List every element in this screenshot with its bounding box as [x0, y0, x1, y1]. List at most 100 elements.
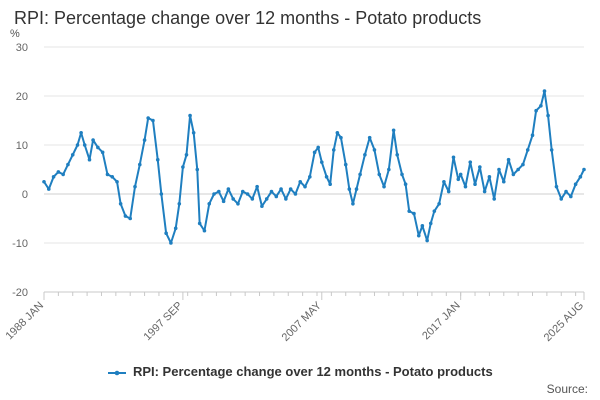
chart-title: RPI: Percentage change over 12 months - …: [14, 8, 482, 28]
data-point: [412, 211, 416, 216]
data-point: [133, 184, 137, 189]
data-point: [269, 189, 274, 194]
data-point: [250, 197, 255, 201]
data-point: [516, 167, 520, 172]
data-point: [482, 189, 487, 194]
data-point: [70, 153, 75, 157]
data-point: [387, 167, 391, 172]
data-point: [195, 167, 200, 172]
data-point: [478, 165, 482, 169]
chart-legend[interactable]: RPI: Percentage change over 12 months - …: [0, 364, 600, 379]
data-point: [42, 179, 46, 184]
y-tick-label: -20: [12, 287, 28, 299]
data-point: [367, 135, 372, 140]
y-tick-label: 10: [16, 140, 28, 152]
data-point: [279, 187, 283, 191]
data-point: [347, 187, 352, 191]
data-point: [420, 224, 425, 228]
x-tick-label: 2025 AUG: [542, 300, 586, 344]
y-tick-label: 0: [22, 189, 28, 201]
data-point: [521, 162, 525, 167]
data-point: [487, 175, 492, 179]
data-point: [260, 204, 264, 209]
data-point: [312, 150, 317, 155]
data-point: [245, 192, 250, 196]
data-point: [582, 167, 586, 172]
data-point: [142, 138, 147, 142]
data-point: [578, 175, 583, 179]
data-point: [473, 182, 477, 186]
y-tick-label: 20: [16, 91, 28, 103]
data-point: [432, 209, 437, 213]
data-point: [202, 228, 207, 233]
data-point: [468, 160, 473, 164]
data-point: [264, 197, 269, 201]
data-point: [293, 192, 298, 196]
x-tick-label: 1997 SEP: [141, 300, 185, 344]
x-tick-label: 2007 MAY: [280, 299, 325, 344]
data-point: [549, 148, 554, 152]
data-point: [534, 108, 538, 113]
data-point: [288, 187, 293, 191]
data-point: [177, 202, 182, 206]
data-point: [303, 184, 307, 189]
data-point: [382, 184, 386, 189]
data-point: [298, 179, 303, 184]
data-point: [358, 172, 362, 177]
data-point: [46, 187, 51, 191]
data-point: [492, 197, 496, 201]
data-point: [328, 182, 332, 186]
data-point: [284, 197, 288, 201]
y-tick-label: -10: [12, 238, 28, 250]
data-point: [118, 202, 123, 206]
data-point: [400, 172, 404, 177]
data-point: [530, 133, 535, 137]
data-point: [236, 202, 240, 206]
data-point: [184, 153, 189, 157]
x-tick-label: 2017 JAN: [420, 300, 463, 343]
data-point: [339, 135, 343, 140]
source-label: Source:: [546, 382, 588, 396]
legend-label: RPI: Percentage change over 12 months - …: [132, 364, 493, 379]
data-point: [87, 157, 92, 162]
data-point: [51, 175, 56, 179]
data-point: [207, 202, 212, 206]
series-line: [43, 90, 585, 244]
data-point: [343, 162, 348, 167]
data-point: [559, 197, 564, 201]
data-point: [463, 184, 468, 189]
data-point: [105, 172, 110, 177]
data-point: [173, 226, 178, 231]
x-tick-label: 1988 JAN: [3, 300, 46, 343]
data-point: [539, 104, 543, 108]
data-point: [191, 130, 196, 135]
data-point: [456, 177, 461, 182]
data-point: [79, 130, 83, 135]
data-point: [221, 199, 226, 204]
data-point: [416, 233, 421, 238]
data-point: [354, 187, 359, 191]
data-point: [146, 116, 150, 120]
data-point: [100, 150, 105, 155]
data-point: [391, 128, 396, 133]
data-point: [123, 214, 128, 218]
data-point: [110, 175, 115, 179]
data-point: [335, 130, 340, 135]
data-point: [226, 187, 231, 191]
data-point: [442, 179, 446, 184]
data-point: [82, 143, 87, 147]
data-point: [197, 221, 202, 226]
data-point: [319, 160, 324, 164]
data-point: [75, 143, 80, 147]
data-point: [395, 153, 400, 157]
data-point: [511, 172, 516, 177]
data-point: [525, 148, 530, 152]
data-point: [188, 113, 192, 118]
data-point: [308, 175, 312, 179]
data-point: [497, 167, 501, 172]
data-point: [324, 175, 329, 179]
data-point: [372, 148, 377, 152]
data-point: [240, 189, 245, 194]
data-point: [231, 197, 235, 201]
